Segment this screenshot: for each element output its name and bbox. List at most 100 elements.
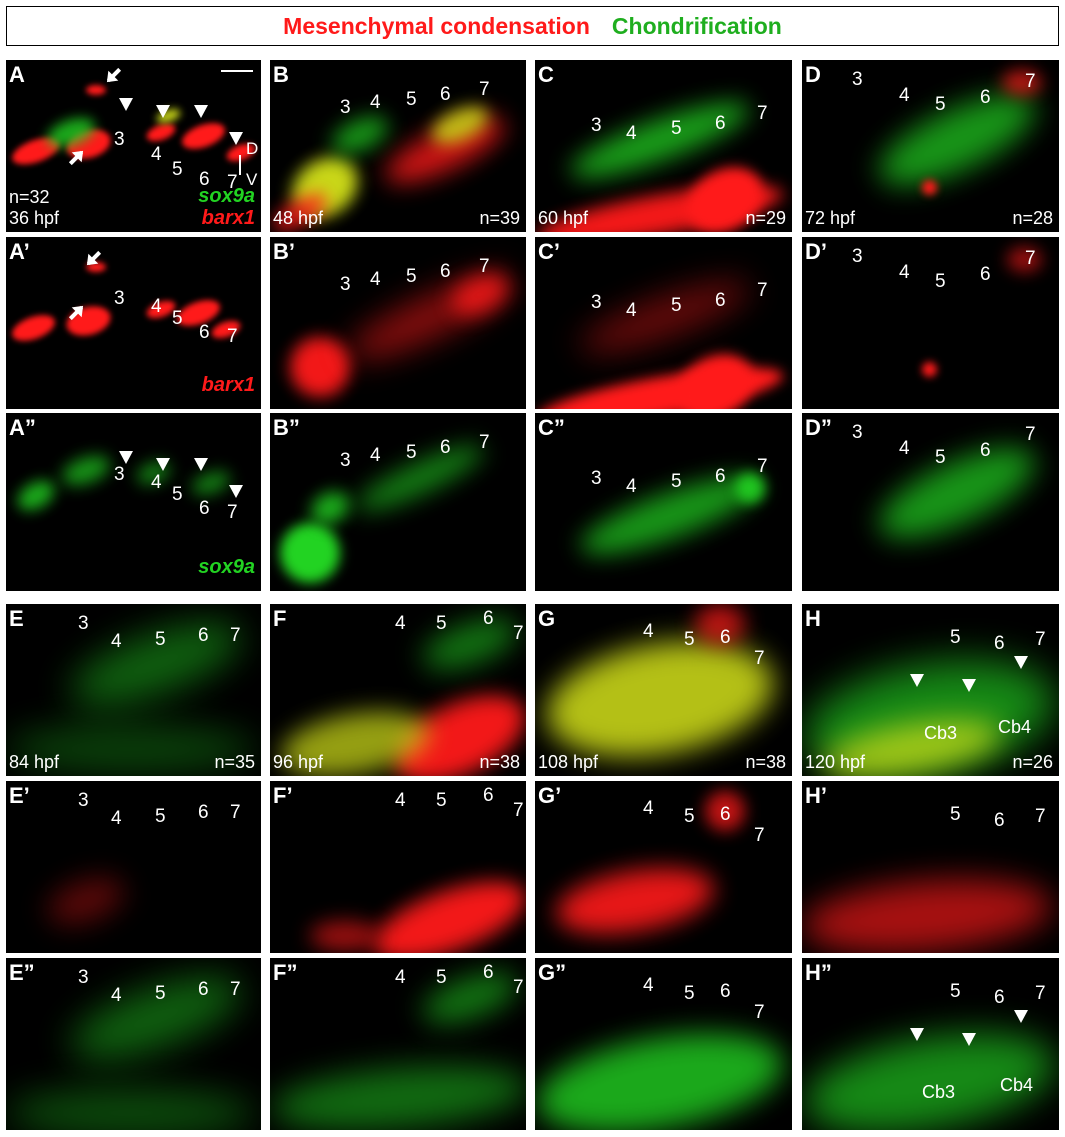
arch-number: 4 [151, 144, 162, 165]
arch-number: 4 [151, 296, 162, 317]
micrograph-panel-h1: H’ 5 6 7 [802, 781, 1059, 953]
arch-number: 6 [994, 633, 1005, 654]
gene-label-sox9a: sox9a [198, 556, 255, 578]
arch-number: 4 [643, 975, 654, 996]
panel-label: D’ [805, 239, 827, 264]
axis-ventral-label: V [246, 170, 258, 189]
fluorescence-signal [6, 724, 256, 774]
panel-label: F” [273, 960, 298, 985]
arch-number: 3 [340, 274, 351, 295]
micrograph-panel-d: D 3 4 5 6 7 72 hpf n=28 [802, 60, 1059, 232]
arch-number: 6 [199, 322, 210, 343]
arch-number: 7 [479, 79, 490, 100]
fluorescence-signal [270, 1056, 526, 1130]
sample-count: n=38 [745, 752, 786, 772]
arch-number: 6 [715, 290, 726, 311]
arch-number: 4 [111, 985, 122, 1006]
stage-label: 120 hpf [805, 752, 866, 772]
fluorescence-signal [209, 317, 243, 342]
arch-number: 7 [1035, 629, 1046, 650]
arch-number: 5 [684, 629, 695, 650]
arch-number: 7 [1025, 424, 1036, 445]
micrograph-panel-c1: C’ 3 4 5 6 7 [535, 237, 792, 409]
stage-label: 36 hpf [9, 208, 60, 228]
white-arrowhead-icon [1014, 656, 1028, 669]
arch-number: 7 [230, 802, 241, 823]
arch-number: 7 [1035, 983, 1046, 1004]
panel-label: E [9, 606, 24, 631]
arch-number: 6 [715, 466, 726, 487]
arch-number: 6 [994, 987, 1005, 1008]
arch-number: 7 [227, 326, 238, 347]
panel-label: G [538, 606, 556, 631]
micrograph-panel-d2: D” 3 4 5 6 7 [802, 413, 1059, 591]
figure-legend-header: Mesenchymal condensation Chondrification [6, 6, 1059, 46]
arch-number: 6 [720, 981, 731, 1002]
arch-number: 4 [643, 621, 654, 642]
arch-number: 5 [935, 271, 946, 292]
cartilage-label: Cb4 [998, 717, 1032, 737]
arch-number: 6 [994, 810, 1005, 831]
sample-count: n=32 [9, 187, 50, 207]
arch-number: 5 [950, 981, 961, 1002]
fluorescence-signal [551, 857, 719, 945]
arch-number: 4 [370, 92, 381, 113]
micrograph-panel-e: E 3 4 5 6 7 84 hpf n=35 [6, 604, 261, 776]
white-arrowhead-icon [119, 98, 133, 111]
arch-number: 5 [172, 484, 183, 505]
panel-label: H [805, 606, 821, 631]
fluorescence-signal [144, 120, 178, 145]
arch-number: 6 [980, 440, 991, 461]
arch-number: 4 [626, 123, 637, 144]
arch-number: 3 [78, 790, 89, 811]
arch-number: 6 [198, 802, 209, 823]
gene-label-sox9a: sox9a [198, 185, 255, 207]
arch-number: 6 [440, 84, 451, 105]
arch-number: 4 [899, 85, 910, 106]
panel-label: A’ [9, 239, 30, 264]
micrograph-panel-g2: G” 4 5 6 7 [535, 958, 792, 1130]
arch-number: 6 [715, 113, 726, 134]
stage-label: 84 hpf [9, 752, 60, 772]
fluorescence-signal [58, 450, 114, 491]
panel-label: A” [9, 415, 36, 440]
arch-number: 7 [1035, 806, 1046, 827]
gene-label-barx1: barx1 [201, 207, 255, 229]
arch-number: 7 [1025, 248, 1036, 269]
arch-number: 7 [757, 103, 768, 124]
sample-count: n=38 [479, 752, 520, 772]
arch-number: 3 [78, 967, 89, 988]
arch-number: 5 [671, 471, 682, 492]
arch-number: 5 [406, 89, 417, 110]
stage-label: 48 hpf [273, 208, 324, 228]
white-arrowhead-icon [910, 674, 924, 687]
dorsal-ventral-axis-icon [239, 155, 241, 175]
axis-dorsal-label: D [246, 139, 259, 158]
fluorescence-signal [537, 624, 783, 774]
panel-label: F’ [273, 783, 293, 808]
arch-number: 4 [626, 300, 637, 321]
micrograph-panel-e1: E’ 3 4 5 6 7 [6, 781, 261, 953]
fluorescence-signal [6, 1088, 256, 1130]
arch-number: 7 [757, 456, 768, 477]
arch-number: 4 [370, 445, 381, 466]
white-arrowhead-icon [194, 105, 208, 118]
arch-number: 4 [111, 808, 122, 829]
panel-label: A [9, 62, 25, 87]
fluorescence-signal [326, 108, 394, 162]
sample-count: n=39 [479, 208, 520, 228]
cartilage-label: Cb3 [924, 723, 958, 743]
fluorescence-signal [802, 870, 1055, 953]
arch-number: 3 [591, 468, 602, 489]
gene-label-barx1: barx1 [201, 374, 255, 396]
micrograph-panel-b1: B’ 3 4 5 6 7 [270, 237, 526, 409]
panel-label: C’ [538, 239, 560, 264]
arch-number: 6 [199, 498, 210, 519]
arch-number: 7 [754, 648, 765, 669]
fluorescence-signal [867, 76, 1047, 204]
arch-number: 6 [720, 804, 731, 825]
arch-number: 7 [227, 172, 238, 193]
fluorescence-signal [364, 865, 526, 953]
arch-number: 6 [980, 87, 991, 108]
